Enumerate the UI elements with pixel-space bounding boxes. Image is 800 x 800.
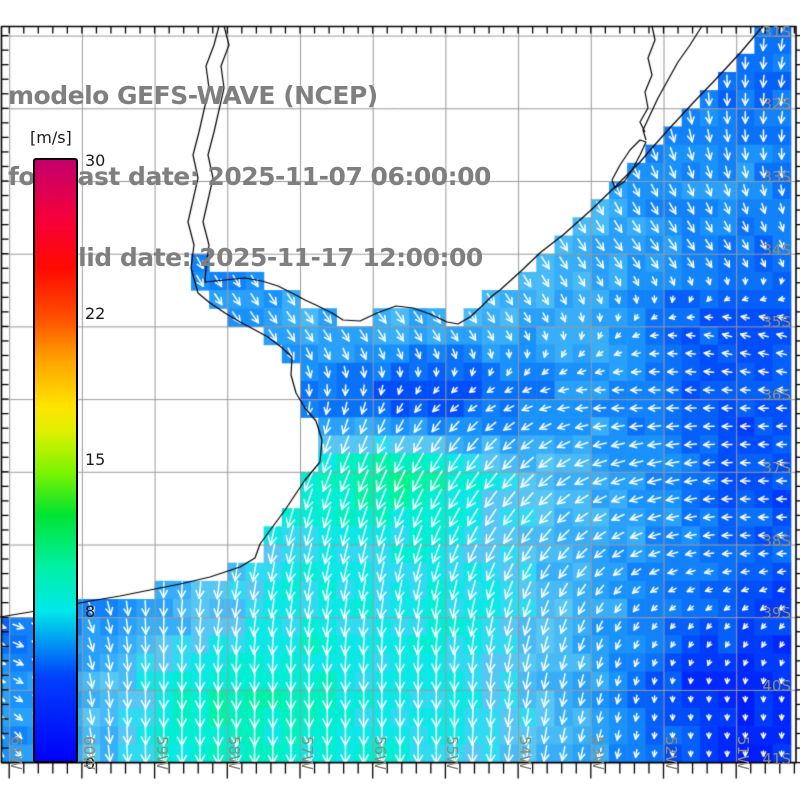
lat-label-35S: 35S [762, 313, 791, 332]
lat-label-39S: 39S [762, 604, 791, 623]
lon-label-54W: 54W [516, 736, 535, 770]
lon-label-60W: 60W [79, 736, 98, 770]
map-title-block: modelo GEFS-WAVE (NCEP) forecast date: 2… [8, 28, 491, 325]
lon-label-51W: 51W [734, 736, 753, 770]
forecast-date: forecast date: 2025-11-07 06:00:00 [8, 162, 491, 191]
colorbar-tick-30: 30 [85, 151, 106, 170]
lat-label-38S: 38S [762, 531, 791, 550]
lat-label-34S: 34S [762, 240, 791, 259]
lon-label-57W: 57W [298, 736, 316, 770]
lon-label-59W: 59W [152, 736, 171, 770]
lon-label-52W: 52W [661, 736, 680, 770]
lat-label-32S: 32S [762, 95, 791, 114]
lat-label-40S: 40S [762, 676, 791, 695]
lat-label-37S: 37S [762, 458, 791, 477]
lat-label-33S: 33S [762, 168, 791, 186]
colorbar-tick-0: 0 [85, 754, 96, 773]
lon-label-53W: 53W [588, 736, 607, 770]
lat-label-31S: 31S [762, 22, 791, 41]
valid-date: valid date: 2025-11-17 12:00:00 [46, 243, 483, 272]
colorbar [33, 158, 78, 763]
lon-label-55W: 55W [443, 736, 462, 770]
colorbar-tick-8: 8 [85, 602, 96, 621]
colorbar-tick-15: 15 [85, 450, 106, 469]
lon-label-58W: 58W [225, 736, 244, 770]
lat-label-41S: 41S [762, 749, 791, 768]
lon-label-61W: 61W [7, 736, 26, 770]
lon-label-56W: 56W [370, 736, 389, 770]
colorbar-unit-label: [m/s] [30, 128, 72, 147]
model-title: modelo GEFS-WAVE (NCEP) [8, 81, 378, 110]
lat-label-36S: 36S [762, 386, 791, 405]
colorbar-tick-22: 22 [85, 304, 106, 323]
